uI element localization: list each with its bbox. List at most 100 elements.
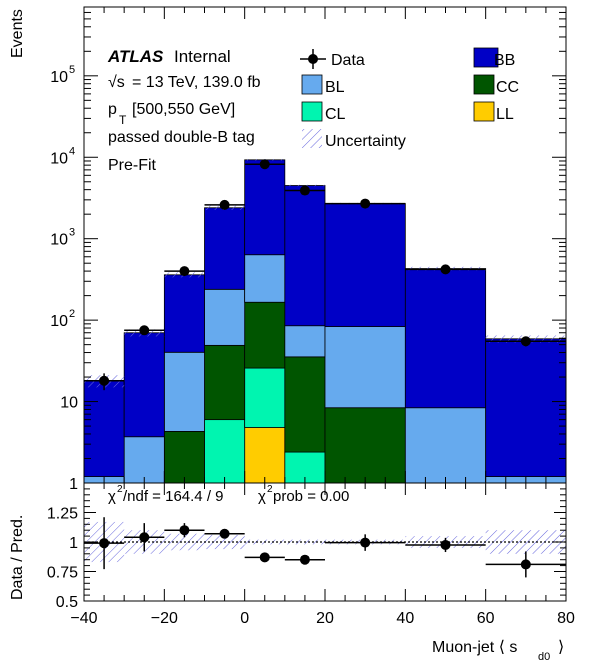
data-point-0: [99, 375, 110, 386]
chi2-prob-symbol: χ: [258, 488, 266, 505]
bar-bb-bin-3: [204, 207, 246, 290]
x-tick-labels: −40 −20 0 20 40 60 80: [70, 610, 575, 627]
bar-bl-bin-4: [244, 254, 286, 303]
sqrt-s-symbol: √s: [108, 74, 125, 91]
bar-cc-bin-4: [244, 301, 286, 369]
ratio-y-axis-label: Data / Pred.: [9, 515, 26, 600]
x-axis-label-close: ⟩: [558, 639, 564, 656]
ratio-point-3: [219, 528, 230, 539]
ratio-point-2: [179, 525, 190, 536]
data-point-8: [520, 336, 531, 347]
ratio-point-5: [299, 554, 310, 565]
legend-label-cc: CC: [496, 79, 519, 96]
y-tick-label-exp-2: 2: [69, 308, 75, 320]
bar-bb-bin-4: [244, 159, 286, 256]
legend-label-bl: BL: [325, 79, 345, 96]
bar-bb-bin-8: [485, 338, 567, 477]
bar-cc-bin-2: [163, 431, 205, 484]
x-axis-label-main: Muon-jet ⟨ s: [432, 639, 517, 656]
ratio-panel: 0.5 0.75 1 1.25 −40 −20 0 20 40 60 80 Data / Pred…: [9, 482, 575, 663]
data-point-4: [259, 159, 270, 170]
ratio-points: [84, 517, 566, 578]
y-tick-label-exp-3: 3: [69, 227, 75, 239]
data-point-2: [179, 266, 190, 277]
data-point-5: [299, 185, 310, 196]
y-tick-label-base-0: 1: [69, 476, 78, 493]
chi2-ndf-value: /ndf = 164.4 / 9: [123, 488, 224, 505]
y-tick-label-base-5: 10: [50, 69, 68, 86]
data-point-3: [219, 199, 230, 210]
pt-subscript: T: [119, 113, 127, 127]
bar-bb-bin-0: [83, 380, 125, 477]
data-point-7: [440, 264, 451, 275]
ratio-axis-ticks: [83, 482, 567, 602]
chi2-symbol: χ: [108, 488, 116, 505]
y-tick-label-0: 1: [69, 476, 78, 493]
bar-bl-bin-2: [163, 351, 205, 432]
bar-cc-bin-6: [324, 407, 406, 484]
x-axis-label: Muon-jet ⟨ s d0 ⟩: [432, 639, 564, 663]
stage-label: Pre-Fit: [108, 157, 157, 174]
legend-entry-bb: BB: [473, 47, 515, 69]
legend-entry-ll: LL: [473, 101, 514, 123]
legend-swatch-cl: [301, 101, 323, 122]
x-tick-label-4: 40: [396, 610, 414, 627]
y-tick-label-5: 10 5: [50, 64, 75, 86]
ratio-y-tick-label-2: 1: [69, 535, 78, 552]
y-tick-label-base-3: 10: [50, 232, 68, 249]
legend-swatch-bb: [473, 47, 499, 68]
y-tick-label-exp-4: 4: [69, 145, 75, 157]
bar-bl-bin-6: [324, 326, 406, 409]
y-tick-label-base-2: 10: [50, 313, 68, 330]
bar-bb-bin-5: [284, 185, 326, 327]
bar-bl-bin-5: [284, 325, 326, 358]
bar-bl-bin-3: [204, 288, 246, 346]
ratio-point-1: [139, 532, 150, 543]
ratio-y-tick-label-3: 1.25: [47, 506, 78, 523]
data-point-6: [360, 198, 371, 209]
legend-label-bb: BB: [494, 52, 515, 69]
y-tick-label-base-4: 10: [50, 150, 68, 167]
ratio-point-7: [440, 539, 451, 550]
data-points: [84, 159, 566, 391]
uncertainty-bin-5: [284, 184, 325, 187]
x-tick-label-6: 80: [557, 610, 575, 627]
bar-cc-bin-3: [204, 344, 246, 421]
y-tick-label-3: 10 3: [50, 227, 75, 249]
legend-entry-uncertainty: Uncertainty: [302, 129, 406, 150]
y-tick-label-base-1: 10: [60, 395, 78, 412]
legend-label-data: Data: [331, 52, 365, 69]
bar-bb-bin-1: [123, 332, 165, 438]
bar-bb-bin-2: [163, 274, 205, 353]
pt-range-label: [500,550 GeV]: [132, 101, 235, 118]
tag-label: passed double-B tag: [108, 129, 255, 146]
ratio-point-0: [99, 538, 110, 549]
legend-entry-cc: CC: [473, 74, 519, 96]
atlas-status: Internal: [174, 47, 231, 66]
ratio-point-4: [259, 552, 270, 563]
x-tick-label-1: −20: [151, 610, 178, 627]
legend-label-cl: CL: [325, 106, 346, 123]
atlas-label: ATLAS: [107, 47, 164, 66]
x-axis-label-subscript: d0: [538, 651, 550, 663]
legend-entry-data: Data: [300, 49, 365, 69]
chi2-superscript: 2: [117, 484, 123, 495]
y-axis-label-events: Events: [9, 9, 26, 58]
y-tick-label-4: 10 4: [50, 145, 75, 167]
ratio-y-tick-label-1: 0.75: [47, 565, 78, 582]
plot-annotations: ATLAS Internal √s = 13 TeV, 139.0 fb p T…: [107, 47, 261, 174]
y-tick-label-1: 10: [60, 395, 78, 412]
bar-bb-bin-6: [324, 203, 406, 327]
legend-swatch-ll: [473, 101, 495, 122]
legend-swatch-uncertainty: [302, 129, 322, 148]
x-tick-label-0: −40: [70, 610, 97, 627]
energy-luminosity-label: = 13 TeV, 139.0 fb: [132, 74, 261, 91]
bar-bb-bin-7: [404, 268, 487, 409]
x-tick-label-3: 20: [316, 610, 334, 627]
y-tick-label-exp-5: 5: [69, 64, 75, 76]
data-point-1: [139, 325, 150, 336]
bar-ll-bin-4: [244, 427, 286, 484]
